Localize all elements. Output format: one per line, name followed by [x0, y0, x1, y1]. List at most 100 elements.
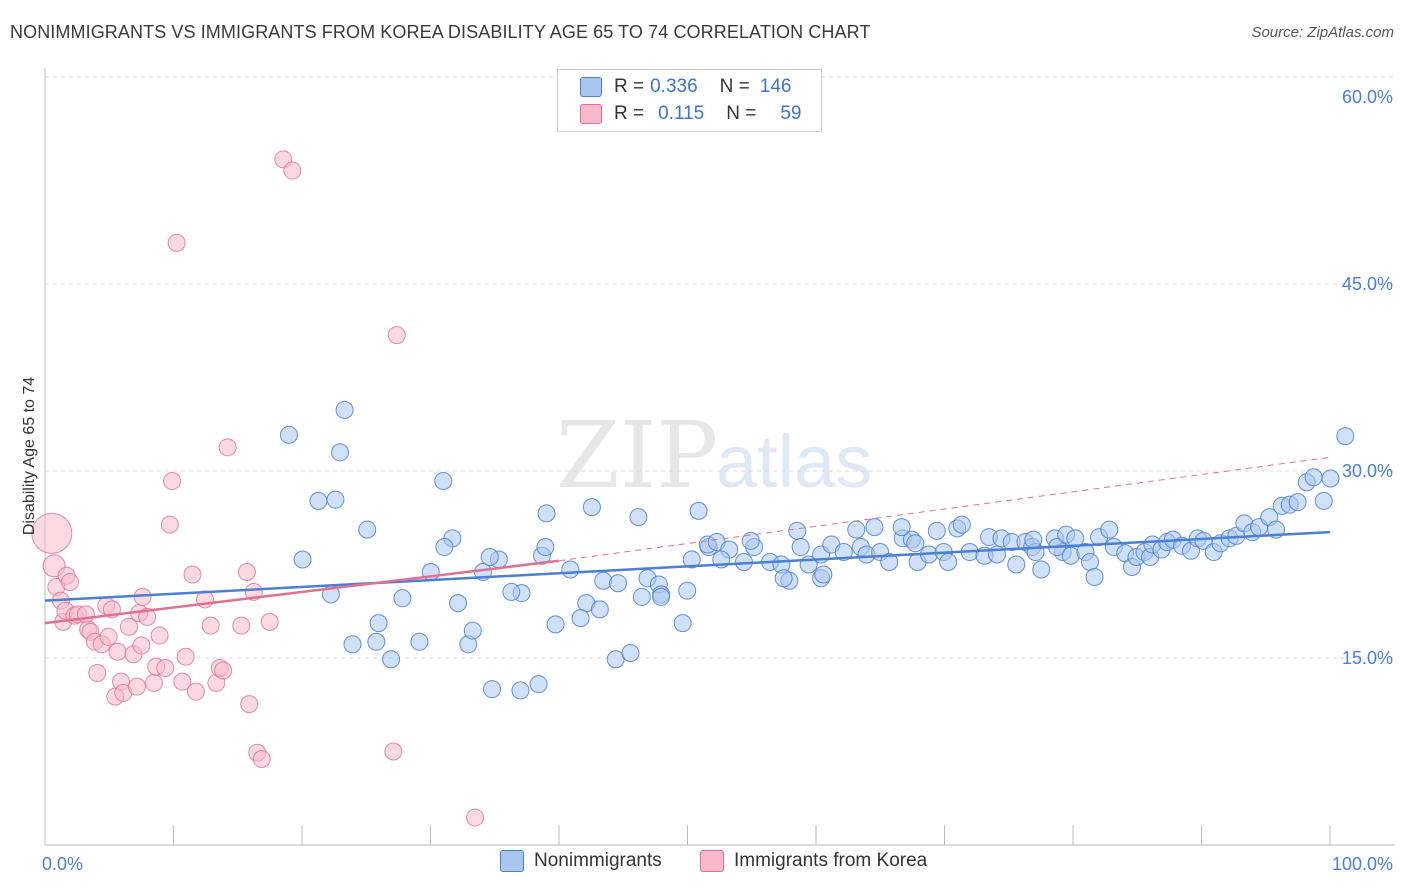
- data-point-nonimmigrants: [546, 615, 565, 634]
- data-point-nonimmigrants: [906, 534, 925, 553]
- data-point-nonimmigrants: [449, 594, 468, 613]
- bottom-legend-immigrants-korea: Immigrants from Korea: [700, 850, 927, 872]
- legend-r-label: R =: [614, 76, 645, 97]
- data-point-immigrants-korea: [252, 749, 271, 768]
- legend-r-label: R =: [614, 103, 645, 124]
- data-point-immigrants-korea: [163, 471, 182, 490]
- legend-n-value: 146: [759, 76, 792, 97]
- trend-lines: [44, 456, 1331, 625]
- data-point-nonimmigrants: [788, 521, 807, 540]
- data-point-nonimmigrants: [594, 571, 613, 590]
- data-point-nonimmigrants: [367, 632, 386, 651]
- axes: [44, 68, 1395, 846]
- data-point-nonimmigrants: [847, 520, 866, 539]
- tick-labels: 15.0% 30.0% 45.0% 60.0% 0.0% 100.0%: [42, 87, 1393, 874]
- data-point-immigrants-korea: [60, 572, 79, 591]
- data-point-nonimmigrants: [358, 520, 377, 539]
- data-point-nonimmigrants: [791, 538, 810, 557]
- source-label: Source: ZipAtlas.com: [1251, 24, 1394, 41]
- data-point-nonimmigrants: [410, 632, 429, 651]
- trend-line-immigrants-korea-extended: [558, 456, 1331, 562]
- chart-title: NONIMMIGRANTS VS IMMIGRANTS FROM KOREA D…: [10, 22, 871, 42]
- data-point-nonimmigrants: [331, 443, 350, 462]
- data-point-nonimmigrants: [511, 681, 530, 700]
- data-point-nonimmigrants: [369, 614, 388, 633]
- bottom-legend-swatch-blue: [500, 850, 524, 872]
- x-tick-label: 0.0%: [42, 854, 83, 874]
- data-point-immigrants-korea: [232, 616, 251, 635]
- data-point-nonimmigrants: [1100, 520, 1119, 539]
- data-point-nonimmigrants: [1321, 469, 1340, 488]
- data-point-immigrants-korea: [466, 808, 485, 827]
- data-point-nonimmigrants: [279, 425, 298, 444]
- data-point-nonimmigrants: [537, 504, 556, 523]
- data-point-nonimmigrants: [632, 587, 651, 606]
- data-point-nonimmigrants: [1085, 567, 1104, 586]
- bottom-legend-label: Immigrants from Korea: [734, 850, 928, 871]
- data-point-immigrants-korea: [176, 647, 195, 666]
- data-point-nonimmigrants: [689, 501, 708, 520]
- data-point-nonimmigrants: [1336, 427, 1355, 446]
- data-point-nonimmigrants: [609, 574, 628, 593]
- bottom-legend-label: Nonimmigrants: [534, 850, 662, 871]
- legend-swatch-pink: [580, 104, 602, 124]
- data-point-immigrants-korea: [144, 673, 163, 692]
- y-axis-label: Disability Age 65 to 74: [21, 377, 38, 535]
- data-point-nonimmigrants: [502, 582, 521, 601]
- data-point-nonimmigrants: [880, 553, 899, 572]
- data-point-nonimmigrants: [834, 543, 853, 562]
- series-immigrants-korea-points: [31, 150, 485, 827]
- data-point-immigrants-korea: [387, 326, 406, 345]
- data-point-immigrants-korea: [186, 682, 205, 701]
- trend-line-nonimmigrants: [44, 530, 1331, 602]
- data-point-nonimmigrants: [309, 491, 328, 510]
- data-point-nonimmigrants: [865, 518, 884, 537]
- y-tick-label: 60.0%: [1342, 87, 1393, 107]
- legend-n-value: 59: [780, 103, 802, 124]
- data-point-nonimmigrants: [529, 675, 548, 694]
- data-point-nonimmigrants: [1288, 493, 1307, 512]
- data-point-nonimmigrants: [382, 650, 401, 669]
- data-point-nonimmigrants: [463, 621, 482, 640]
- data-point-nonimmigrants: [1081, 553, 1100, 572]
- data-point-nonimmigrants: [480, 548, 499, 567]
- y-tick-label: 30.0%: [1342, 461, 1393, 481]
- data-point-immigrants-korea: [127, 677, 146, 696]
- legend-n-label: N =: [719, 76, 750, 97]
- data-point-nonimmigrants: [1304, 468, 1323, 487]
- data-point-nonimmigrants: [652, 587, 671, 606]
- data-point-nonimmigrants: [939, 553, 958, 572]
- legend-r-value: 0.115: [658, 103, 705, 124]
- legend-r-value: 0.336: [650, 76, 698, 97]
- data-point-immigrants-korea: [214, 661, 233, 680]
- data-point-immigrants-korea: [31, 512, 73, 554]
- data-point-nonimmigrants: [393, 589, 412, 608]
- data-point-nonimmigrants: [892, 518, 911, 537]
- data-point-nonimmigrants: [629, 508, 648, 527]
- data-point-nonimmigrants: [952, 515, 971, 534]
- data-point-nonimmigrants: [343, 635, 362, 654]
- data-point-nonimmigrants: [1032, 560, 1051, 579]
- data-point-nonimmigrants: [814, 565, 833, 584]
- data-point-nonimmigrants: [293, 550, 312, 569]
- legend-row-nonimmigrants: R = 0.336 N = 146: [580, 75, 791, 99]
- y-tick-label: 45.0%: [1342, 274, 1393, 294]
- legend-swatch-blue: [580, 77, 602, 97]
- data-point-nonimmigrants: [582, 498, 601, 517]
- data-point-immigrants-korea: [384, 742, 403, 761]
- data-point-immigrants-korea: [99, 627, 118, 646]
- y-tick-label: 15.0%: [1342, 648, 1393, 668]
- data-point-immigrants-korea: [237, 562, 256, 581]
- data-point-nonimmigrants: [335, 400, 354, 419]
- data-point-nonimmigrants: [774, 569, 793, 588]
- watermark-zip: ZIP: [556, 402, 718, 509]
- data-point-immigrants-korea: [240, 695, 259, 714]
- data-point-nonimmigrants: [434, 471, 453, 490]
- data-point-nonimmigrants: [326, 490, 345, 509]
- data-point-immigrants-korea: [150, 626, 169, 645]
- data-point-nonimmigrants: [1007, 555, 1026, 574]
- data-point-immigrants-korea: [283, 161, 302, 180]
- data-point-immigrants-korea: [88, 663, 107, 682]
- data-point-nonimmigrants: [682, 550, 701, 569]
- data-point-nonimmigrants: [741, 531, 760, 550]
